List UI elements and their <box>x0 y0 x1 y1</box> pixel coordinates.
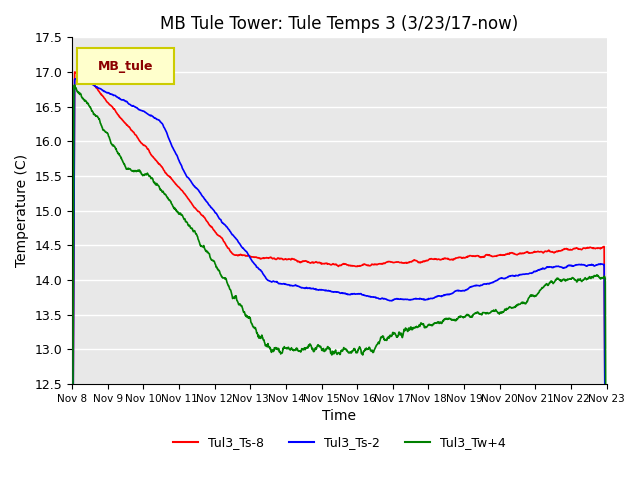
Title: MB Tule Tower: Tule Temps 3 (3/23/17-now): MB Tule Tower: Tule Temps 3 (3/23/17-now… <box>160 15 518 33</box>
Y-axis label: Temperature (C): Temperature (C) <box>15 154 29 267</box>
FancyBboxPatch shape <box>77 48 173 84</box>
Text: MB_tule: MB_tule <box>98 60 154 72</box>
Legend: Tul3_Ts-8, Tul3_Ts-2, Tul3_Tw+4: Tul3_Ts-8, Tul3_Ts-2, Tul3_Tw+4 <box>168 431 511 454</box>
X-axis label: Time: Time <box>323 409 356 423</box>
